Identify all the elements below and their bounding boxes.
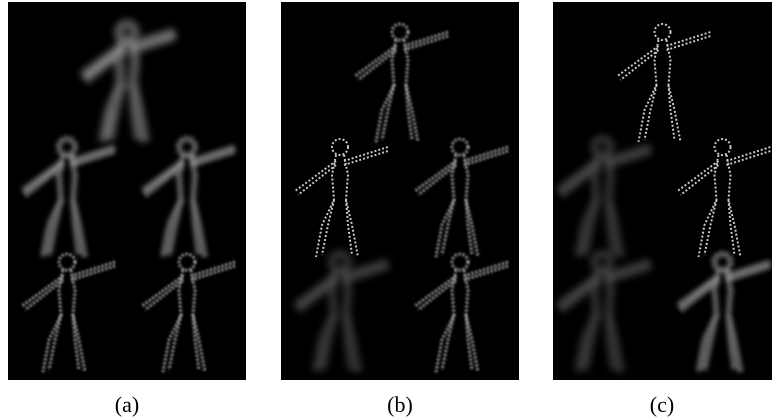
panel: [8, 2, 246, 380]
panel: [281, 2, 519, 380]
panel-background: [553, 2, 772, 380]
panel-background: [281, 2, 519, 380]
panels: [8, 2, 772, 380]
panel-background: [8, 2, 246, 380]
panel-label: (c): [650, 392, 674, 417]
figure: (a) (b) (c): [0, 0, 781, 420]
panel: [553, 2, 772, 380]
panel-label: (a): [115, 392, 139, 417]
panel-label: (b): [387, 392, 413, 417]
